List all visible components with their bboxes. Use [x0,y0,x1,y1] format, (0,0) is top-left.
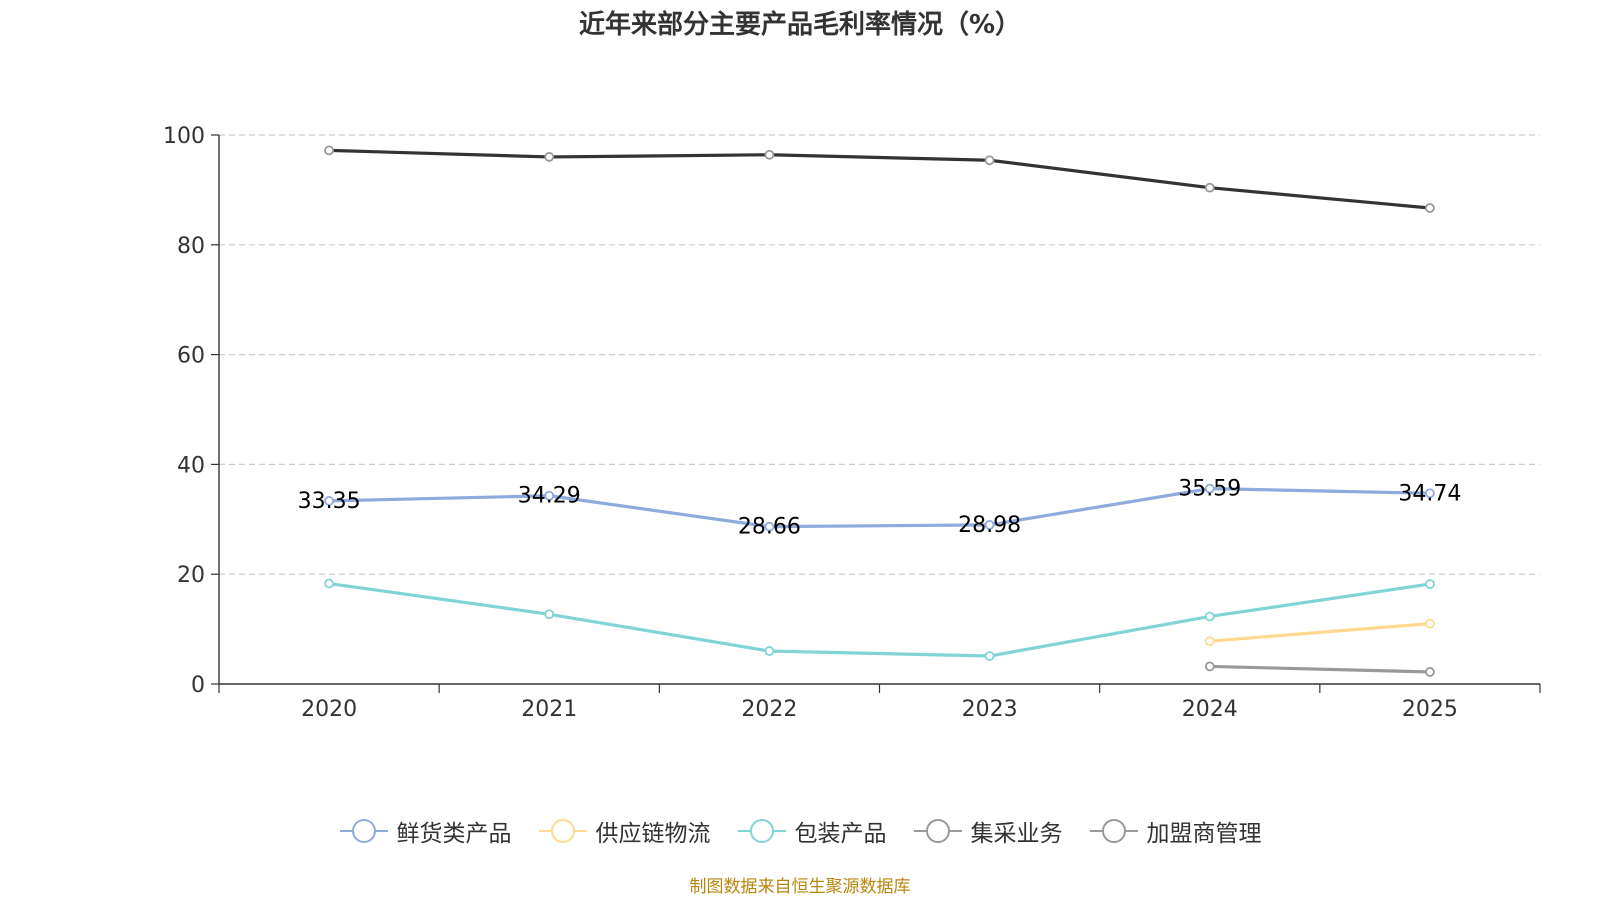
series-point-2-3 [984,651,995,661]
series-point-2-2 [764,646,775,656]
data-label-0-2: 28.66 [738,515,801,540]
legend-line-marker-icon [737,819,786,843]
x-tick-label-2024: 2024 [1182,697,1238,722]
grid-layer [219,134,1540,575]
legend-label: 包装产品 [794,821,887,847]
series-point-0-2 [764,521,775,532]
series-point-4-5 [1425,203,1435,213]
series-layer [324,145,1435,677]
series-point-0-5 [1425,488,1435,499]
legend-item[interactable]: 包装产品 [737,814,887,848]
x-tick-label-2023: 2023 [962,697,1018,722]
legend-label: 加盟商管理 [1146,821,1262,847]
series-line-3 [1209,664,1430,674]
series-point-0-4 [1204,483,1215,494]
series-point-2-1 [544,609,555,620]
series-point-0-3 [984,519,995,530]
x-tick-label-2021: 2021 [521,697,577,722]
series-point-0-1 [544,490,555,501]
source-note: 制图数据来自恒生聚源数据库 [689,877,911,897]
legend-label: 供应链物流 [595,821,711,847]
legend-line-marker-icon [913,819,962,843]
y-tick-label-80: 80 [177,234,205,259]
data-label-0-4: 35.59 [1178,477,1241,502]
legend-item[interactable]: 供应链物流 [538,814,711,848]
y-tick-label-20: 20 [177,563,205,588]
legend-item[interactable]: 加盟商管理 [1089,814,1262,848]
series-point-4-1 [544,152,555,162]
series-point-4-4 [1204,182,1215,193]
chart-title: 近年来部分主要产品毛利率情况（%） [578,10,1022,40]
series-line-0 [329,487,1430,529]
legend-line-marker-icon [339,819,388,843]
series-point-2-4 [1204,611,1215,622]
label-layer: 33.35 34.29 28.66 28.98 35.59 34.74 [298,477,1462,540]
series-point-4-3 [984,155,995,166]
y-tick-label-100: 100 [163,124,205,149]
series-point-0-0 [324,496,334,506]
x-tick-label-2022: 2022 [741,697,797,722]
series-point-1-4 [1204,636,1215,647]
y-tick-label-40: 40 [177,453,205,478]
x-tick-label-2020: 2020 [301,697,357,722]
legend: 鲜货类产品 供应链物流 包装产品 集采业务 加盟商管理 [0,814,1600,848]
series-point-2-5 [1425,579,1435,589]
legend-line-marker-icon [1089,819,1138,843]
series-point-3-5 [1425,667,1435,677]
series-line-1 [1209,622,1431,643]
series-line-2 [328,581,1431,658]
series-point-4-0 [324,145,334,156]
legend-item[interactable]: 鲜货类产品 [339,814,512,848]
series-line-4 [329,148,1431,210]
series-point-2-0 [324,578,334,589]
axis-layer: 0 20 40 60 80 100 2020 2021 2022 2023 2024 2025 [163,124,1541,722]
data-label-0-1: 34.29 [518,484,581,509]
series-point-4-2 [764,149,775,160]
data-label-0-5: 34.74 [1398,481,1461,506]
series-point-3-4 [1204,661,1215,672]
legend-item[interactable]: 集采业务 [913,814,1063,848]
legend-label: 鲜货类产品 [396,821,512,847]
data-label-0-0: 33.35 [298,489,361,514]
legend-label: 集采业务 [970,821,1063,847]
data-label-0-3: 28.98 [958,513,1021,538]
series-point-1-5 [1425,618,1435,629]
x-tick-label-2025: 2025 [1402,697,1458,722]
y-tick-label-60: 60 [177,344,205,369]
legend-line-marker-icon [538,819,587,843]
y-tick-label-0: 0 [191,673,205,698]
